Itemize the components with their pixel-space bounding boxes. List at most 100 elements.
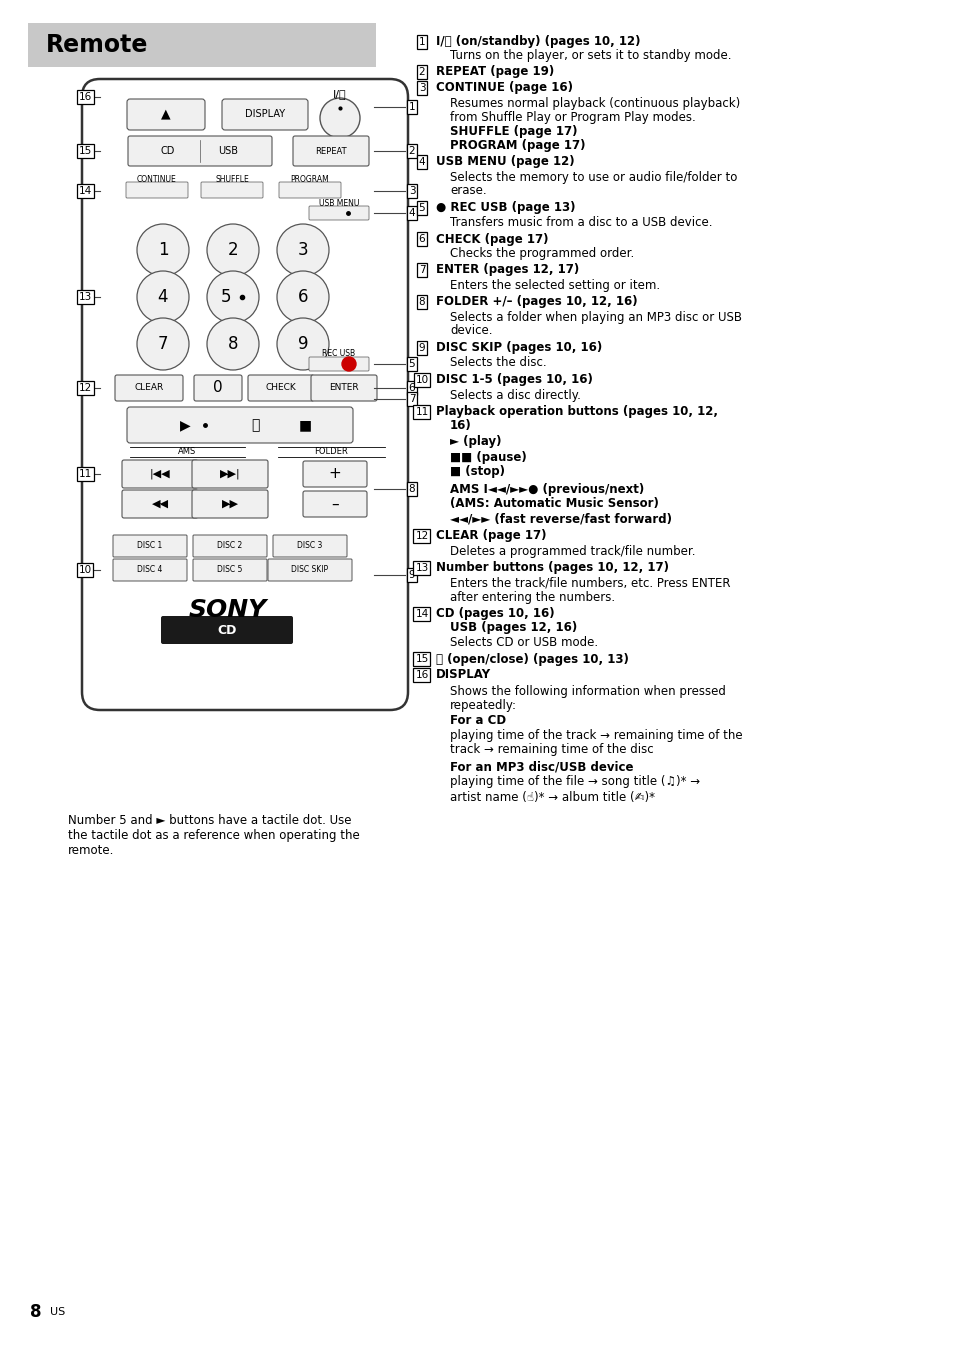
- Circle shape: [207, 270, 258, 323]
- Text: CHECK: CHECK: [265, 384, 296, 392]
- Text: Playback operation buttons (pages 10, 12,: Playback operation buttons (pages 10, 12…: [436, 406, 718, 419]
- Text: ◀◀: ◀◀: [152, 499, 169, 508]
- Text: ENTER (pages 12, 17): ENTER (pages 12, 17): [436, 264, 578, 277]
- Circle shape: [137, 318, 189, 370]
- Text: CLEAR (page 17): CLEAR (page 17): [436, 530, 546, 542]
- Text: the tactile dot as a reference when operating the: the tactile dot as a reference when oper…: [68, 829, 359, 841]
- Text: +: +: [328, 466, 341, 481]
- Text: 4: 4: [408, 208, 415, 218]
- FancyBboxPatch shape: [28, 23, 375, 68]
- FancyBboxPatch shape: [311, 375, 376, 402]
- Text: after entering the numbers.: after entering the numbers.: [450, 591, 615, 603]
- Text: CHECK (page 17): CHECK (page 17): [436, 233, 548, 246]
- FancyBboxPatch shape: [127, 99, 205, 130]
- FancyBboxPatch shape: [303, 461, 367, 487]
- Text: 5: 5: [418, 203, 425, 214]
- Text: DISC SKIP: DISC SKIP: [291, 565, 328, 575]
- Text: 3: 3: [297, 241, 308, 260]
- Text: DISC 1: DISC 1: [137, 542, 162, 550]
- Text: DISC 5: DISC 5: [217, 565, 242, 575]
- Text: Number buttons (pages 10, 12, 17): Number buttons (pages 10, 12, 17): [436, 561, 668, 575]
- Text: –: –: [331, 496, 338, 511]
- Text: DISC 2: DISC 2: [217, 542, 242, 550]
- Text: AMS: AMS: [177, 448, 196, 457]
- Text: Enters the track/file numbers, etc. Press ENTER: Enters the track/file numbers, etc. Pres…: [450, 576, 730, 589]
- Text: ⏫ (open/close) (pages 10, 13): ⏫ (open/close) (pages 10, 13): [436, 653, 628, 665]
- Text: FOLDER: FOLDER: [314, 448, 348, 457]
- Text: DISPLAY: DISPLAY: [245, 110, 285, 119]
- FancyBboxPatch shape: [192, 460, 268, 488]
- Text: (AMS: Automatic Music Sensor): (AMS: Automatic Music Sensor): [450, 498, 659, 511]
- Text: USB (pages 12, 16): USB (pages 12, 16): [450, 622, 577, 634]
- Text: CD: CD: [161, 146, 175, 155]
- Text: 9: 9: [418, 343, 425, 353]
- FancyBboxPatch shape: [193, 558, 267, 581]
- Text: repeatedly:: repeatedly:: [450, 699, 517, 711]
- Text: DISC 3: DISC 3: [297, 542, 322, 550]
- Circle shape: [276, 318, 329, 370]
- Circle shape: [207, 224, 258, 276]
- FancyBboxPatch shape: [128, 137, 272, 166]
- Text: 5: 5: [408, 360, 415, 369]
- Text: ⏸: ⏸: [251, 418, 259, 433]
- Text: |◀◀: |◀◀: [150, 469, 171, 479]
- Text: SHUFFLE (page 17): SHUFFLE (page 17): [450, 126, 577, 138]
- Text: 0: 0: [213, 380, 223, 396]
- Text: device.: device.: [450, 324, 492, 338]
- Text: 4: 4: [157, 288, 168, 306]
- Circle shape: [137, 224, 189, 276]
- Circle shape: [319, 97, 359, 138]
- Text: 11: 11: [415, 407, 428, 416]
- Text: 15: 15: [78, 146, 91, 155]
- Text: Selects the memory to use or audio file/folder to: Selects the memory to use or audio file/…: [450, 170, 737, 184]
- Text: Enters the selected setting or item.: Enters the selected setting or item.: [450, 279, 659, 292]
- Text: 2: 2: [228, 241, 238, 260]
- FancyBboxPatch shape: [112, 535, 187, 557]
- Text: 2: 2: [418, 68, 425, 77]
- FancyBboxPatch shape: [122, 489, 198, 518]
- Text: PROGRAM: PROGRAM: [291, 174, 329, 184]
- Text: 1: 1: [418, 37, 425, 47]
- FancyBboxPatch shape: [309, 206, 369, 220]
- Text: CONTINUE (page 16): CONTINUE (page 16): [436, 81, 573, 95]
- Text: from Shuffle Play or Program Play modes.: from Shuffle Play or Program Play modes.: [450, 111, 695, 123]
- Text: DISPLAY: DISPLAY: [436, 668, 491, 681]
- Text: 13: 13: [415, 562, 428, 573]
- Text: ● REC USB (page 13): ● REC USB (page 13): [436, 201, 575, 215]
- Text: ENTER: ENTER: [329, 384, 358, 392]
- Text: 8: 8: [30, 1303, 42, 1321]
- Text: 11: 11: [78, 469, 91, 479]
- Text: 6: 6: [297, 288, 308, 306]
- Text: 16: 16: [415, 671, 428, 680]
- Text: track → remaining time of the disc: track → remaining time of the disc: [450, 744, 653, 757]
- Text: remote.: remote.: [68, 844, 114, 857]
- FancyBboxPatch shape: [126, 183, 188, 197]
- Text: REPEAT (page 19): REPEAT (page 19): [436, 65, 554, 78]
- Text: 1: 1: [157, 241, 168, 260]
- Text: Selects the disc.: Selects the disc.: [450, 357, 546, 369]
- FancyBboxPatch shape: [273, 535, 347, 557]
- FancyBboxPatch shape: [122, 460, 198, 488]
- Text: US: US: [50, 1307, 65, 1317]
- Text: Deletes a programmed track/file number.: Deletes a programmed track/file number.: [450, 545, 695, 557]
- FancyBboxPatch shape: [115, 375, 183, 402]
- Circle shape: [137, 270, 189, 323]
- FancyBboxPatch shape: [161, 617, 293, 644]
- FancyBboxPatch shape: [82, 78, 408, 710]
- Text: I/⏻ (on/standby) (pages 10, 12): I/⏻ (on/standby) (pages 10, 12): [436, 35, 639, 49]
- Text: playing time of the track → remaining time of the: playing time of the track → remaining ti…: [450, 730, 741, 742]
- Text: USB MENU: USB MENU: [318, 200, 359, 208]
- Text: ▲: ▲: [161, 108, 171, 120]
- Text: For an MP3 disc/USB device: For an MP3 disc/USB device: [450, 760, 633, 773]
- Text: 4: 4: [418, 157, 425, 168]
- Circle shape: [207, 318, 258, 370]
- Text: 3: 3: [418, 82, 425, 93]
- Text: 14: 14: [415, 608, 428, 619]
- FancyBboxPatch shape: [278, 183, 340, 197]
- Text: CONTINUE: CONTINUE: [137, 174, 176, 184]
- Text: ■■ (pause): ■■ (pause): [450, 450, 526, 464]
- Text: 2: 2: [408, 146, 415, 155]
- Text: 7: 7: [157, 335, 168, 353]
- Text: ► (play): ► (play): [450, 435, 501, 449]
- Text: 5: 5: [220, 288, 231, 306]
